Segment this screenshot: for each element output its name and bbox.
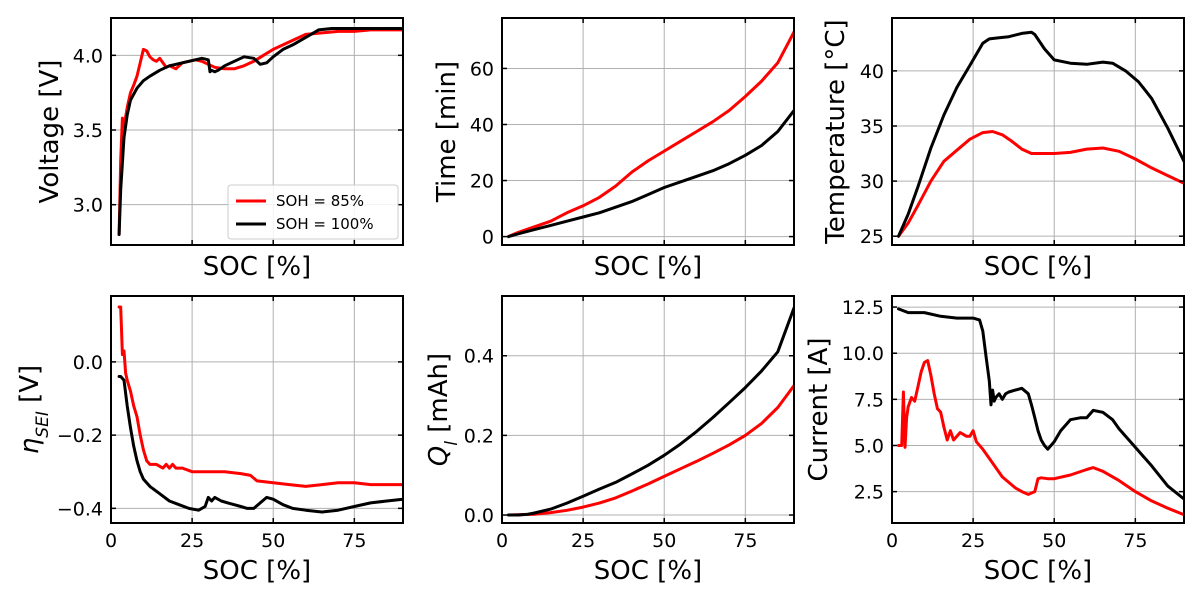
y-tick-label: 0.4 <box>464 346 494 368</box>
y-tick-label: −0.2 <box>57 425 103 447</box>
y-tick-label: 60 <box>470 58 494 80</box>
x-tick-label: 0 <box>886 530 898 552</box>
y-tick-label: 2.5 <box>854 482 884 504</box>
chart-eta-sei: 0 25 50 75 −0.4 −0.2 0.0 SOC [%] ηSEI [V] <box>15 295 404 586</box>
y-tick-label: 0.0 <box>464 505 494 527</box>
y-tick-label: 3.0 <box>73 195 103 217</box>
y-tick-label: 0 <box>482 227 494 249</box>
x-tick-label: 75 <box>1123 530 1147 552</box>
chart-temperature: 25 30 35 40 SOC [%] Temperature [°C] <box>821 17 1185 282</box>
chart-current: 0 25 50 75 2.5 5.0 7.5 10.0 12.5 SOC [%] Current [… <box>804 295 1185 586</box>
y-tick-label: 12.5 <box>842 297 884 319</box>
series-line-soh-85 <box>897 130 1184 238</box>
x-tick-label: 25 <box>571 530 595 552</box>
plot-frame <box>501 295 795 524</box>
y-tick-label: −0.4 <box>57 498 103 520</box>
series-line-soh-85 <box>117 305 403 488</box>
legend-label: SOH = 100% <box>276 215 374 233</box>
plot-frame <box>891 295 1185 524</box>
x-tick-label: 50 <box>652 530 676 552</box>
legend: SOH = 85% SOH = 100% <box>227 184 399 240</box>
y-tick-label: 0.2 <box>464 425 494 447</box>
y-tick-label: 40 <box>860 61 884 83</box>
y-axis-label: Voltage [V] <box>35 60 65 204</box>
y-axis-label: Ql [mAh] <box>424 353 462 466</box>
x-tick-label: 75 <box>733 530 757 552</box>
y-tick-label: 35 <box>860 116 884 138</box>
x-axis-label: SOC [%] <box>203 556 311 586</box>
series-line-soh-100 <box>117 27 403 236</box>
y-tick-label: 10.0 <box>842 343 884 365</box>
x-axis-label: SOC [%] <box>594 252 702 282</box>
series-line-soh-85 <box>507 30 794 239</box>
series-line-soh-100 <box>897 307 1184 501</box>
series-line-soh-85 <box>507 384 794 517</box>
x-tick-label: 50 <box>261 530 285 552</box>
chart-q-loss: 0 25 50 75 0.0 0.2 0.4 SOC [%] Ql [mAh] <box>424 295 795 586</box>
legend-box <box>227 184 399 240</box>
series-line-soh-100 <box>117 375 403 514</box>
x-axis-label: SOC [%] <box>984 556 1092 586</box>
y-axis-label: Time [min] <box>432 61 462 203</box>
x-tick-label: 25 <box>180 530 204 552</box>
y-axis-label: Temperature [°C] <box>821 19 851 244</box>
x-tick-label: 50 <box>1042 530 1066 552</box>
y-axis-label: ηSEI [V] <box>15 365 53 454</box>
y-tick-label: 3.5 <box>73 120 103 142</box>
y-tick-label: 4.0 <box>73 45 103 67</box>
x-axis-label: SOC [%] <box>203 252 311 282</box>
y-tick-label: 0.0 <box>73 352 103 374</box>
series-line-soh-85 <box>897 359 1184 517</box>
y-tick-label: 7.5 <box>854 389 884 411</box>
series-line-soh-100 <box>897 30 1184 238</box>
x-tick-label: 25 <box>961 530 985 552</box>
y-axis-label: Current [A] <box>804 338 834 482</box>
plot-frame <box>501 17 795 246</box>
y-tick-label: 25 <box>860 226 884 248</box>
x-tick-label: 75 <box>342 530 366 552</box>
x-axis-label: SOC [%] <box>594 556 702 586</box>
y-tick-label: 40 <box>470 114 494 136</box>
x-tick-label: 0 <box>496 530 508 552</box>
plot-frame <box>110 295 404 524</box>
y-tick-label: 5.0 <box>854 435 884 457</box>
y-tick-label: 20 <box>470 171 494 193</box>
plot-frame <box>110 17 404 246</box>
chart-time: 0 20 40 60 SOC [%] Time [min] <box>432 17 795 282</box>
x-tick-label: 0 <box>105 530 117 552</box>
series-line-soh-100 <box>507 109 794 239</box>
series-line-soh-100 <box>507 306 794 517</box>
y-tick-label: 30 <box>860 171 884 193</box>
plot-frame <box>891 17 1185 246</box>
x-axis-label: SOC [%] <box>984 252 1092 282</box>
legend-label: SOH = 85% <box>276 192 364 210</box>
